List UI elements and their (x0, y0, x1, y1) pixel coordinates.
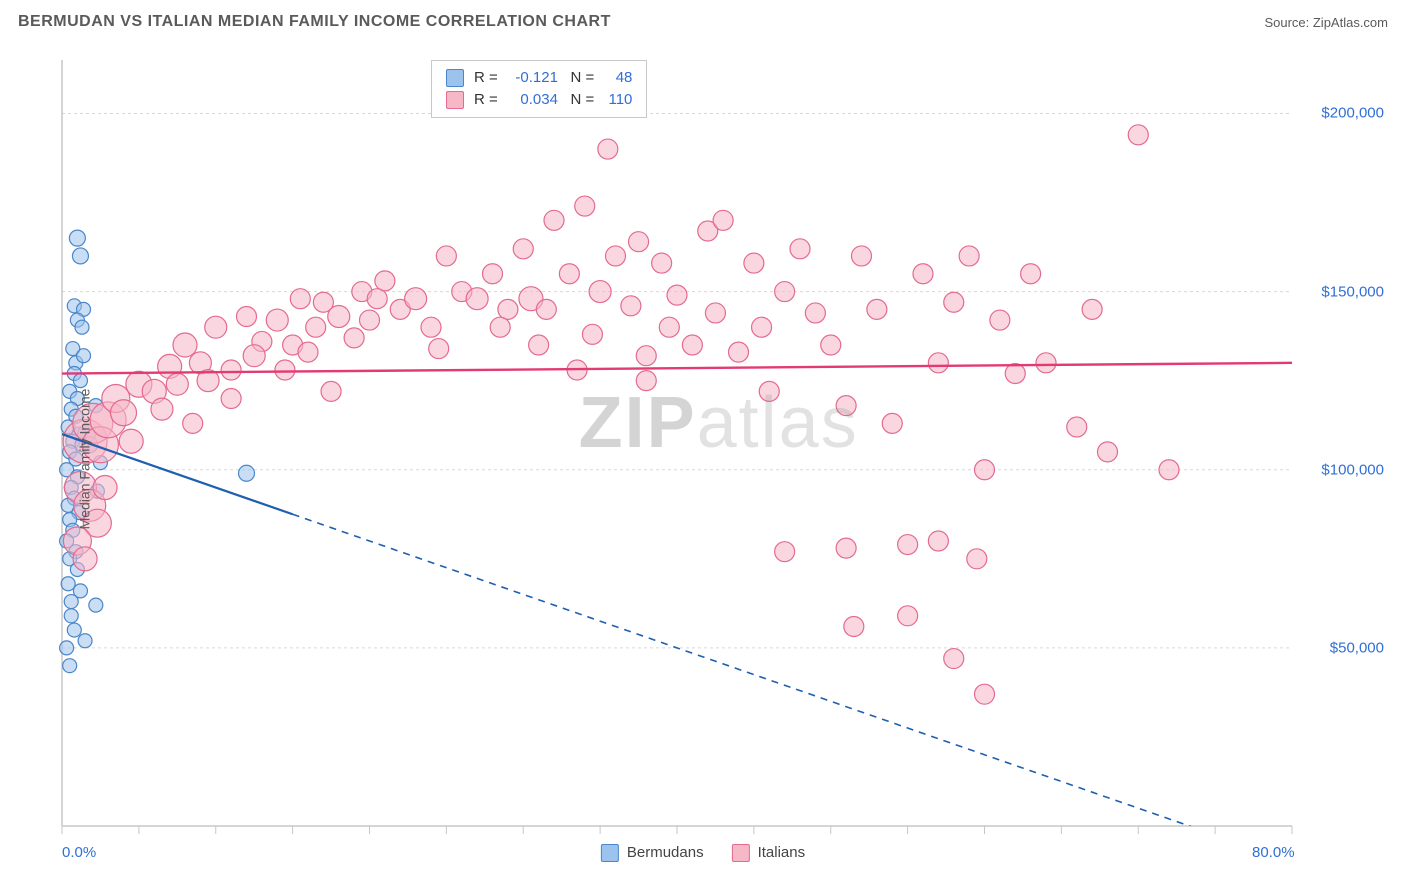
n-value: 48 (598, 67, 632, 89)
legend-swatch (446, 91, 464, 109)
chart-title: BERMUDAN VS ITALIAN MEDIAN FAMILY INCOME… (18, 13, 611, 31)
x-tick-label: 0.0% (62, 844, 96, 861)
r-value: 0.034 (502, 89, 558, 111)
source-prefix: Source: (1264, 15, 1312, 30)
stats-legend-row: R = 0.034 N = 110 (446, 89, 632, 111)
chart-source: Source: ZipAtlas.com (1264, 15, 1388, 30)
y-tick-label: $100,000 (1321, 461, 1384, 478)
source-name: ZipAtlas.com (1313, 15, 1388, 30)
legend-item: Italians (732, 844, 806, 862)
legend-item: Bermudans (601, 844, 704, 862)
n-value: 110 (598, 89, 632, 111)
legend-label: Bermudans (627, 844, 704, 861)
stats-legend-row: R = -0.121 N = 48 (446, 67, 632, 89)
legend-swatch (732, 844, 750, 862)
r-label: R = (474, 69, 498, 86)
r-label: R = (474, 91, 498, 108)
legend-label: Italians (758, 844, 806, 861)
plot-area: Median Family Income 0.0% 80.0% $50,000 $10… (18, 44, 1388, 874)
r-value: -0.121 (502, 67, 558, 89)
x-tick-label: 80.0% (1252, 844, 1295, 861)
chart-header: BERMUDAN VS ITALIAN MEDIAN FAMILY INCOME… (0, 0, 1406, 44)
scatter-svg (18, 44, 1388, 874)
y-axis-label: Median Family Income (76, 389, 92, 530)
n-label: N = (570, 69, 594, 86)
y-tick-label: $50,000 (1330, 639, 1384, 656)
series-legend: Bermudans Italians (601, 844, 805, 862)
y-tick-label: $200,000 (1321, 105, 1384, 122)
n-label: N = (570, 91, 594, 108)
legend-swatch (446, 69, 464, 87)
legend-swatch (601, 844, 619, 862)
y-tick-label: $150,000 (1321, 283, 1384, 300)
stats-legend-box: R = -0.121 N = 48R = 0.034 N = 110 (431, 60, 647, 118)
